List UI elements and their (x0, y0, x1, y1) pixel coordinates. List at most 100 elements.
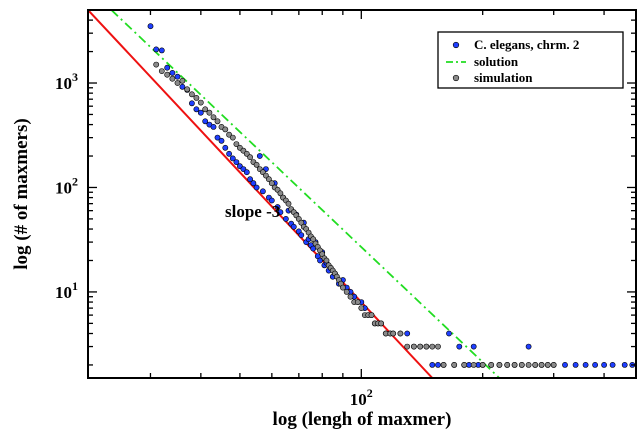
data-point (440, 361, 447, 368)
data-point (470, 343, 477, 350)
data-point (233, 141, 240, 147)
data-point (174, 73, 181, 80)
x-tick-labels: 102 (350, 386, 373, 409)
legend-marker-celegans (452, 41, 460, 49)
slope-annotation: slope -3 (225, 202, 280, 221)
data-point (218, 137, 225, 144)
data-point (582, 361, 589, 368)
data-point (197, 109, 204, 116)
data-point (226, 150, 232, 157)
data-point (253, 161, 260, 168)
data-point (174, 80, 181, 86)
series-2-points (153, 61, 557, 368)
solution-line (110, 10, 500, 378)
data-point (456, 343, 463, 350)
data-point (310, 236, 317, 243)
data-point (277, 209, 284, 216)
data-point (184, 86, 191, 93)
legend-label-celegans: C. elegans, chrm. 2 (474, 37, 579, 52)
data-point (164, 64, 171, 71)
data-point (298, 219, 305, 226)
data-point (179, 83, 186, 90)
data-point (197, 99, 204, 106)
data-point (601, 361, 607, 368)
slope-reference-line (88, 10, 434, 378)
data-point (193, 95, 200, 101)
data-point (621, 361, 628, 368)
data-point (518, 361, 525, 368)
data-point (544, 361, 551, 368)
data-point (210, 124, 217, 130)
data-point (525, 343, 532, 350)
data-point (274, 204, 281, 210)
data-point (259, 188, 266, 195)
data-point (592, 361, 598, 368)
data-point (404, 330, 411, 337)
data-point (532, 361, 539, 368)
legend-label-simulation: simulation (474, 70, 533, 85)
data-point (169, 70, 176, 76)
data-point (164, 71, 171, 78)
data-point (188, 91, 195, 98)
data-point (153, 46, 160, 53)
plot-frame (87, 9, 637, 379)
data-point (147, 23, 154, 30)
data-point (397, 330, 404, 337)
data-point (339, 284, 346, 291)
data-point (390, 330, 397, 337)
data-point (417, 343, 424, 350)
data-point (247, 176, 253, 183)
data-point (470, 361, 477, 368)
y-tick-label: 103 (55, 70, 78, 93)
data-point (222, 126, 229, 133)
data-point (461, 361, 468, 368)
data-point (202, 106, 209, 113)
data-point (247, 154, 253, 161)
data-point (609, 361, 616, 368)
data-point (550, 361, 557, 368)
data-point (158, 47, 165, 54)
axis-ticks (88, 9, 636, 378)
data-point (268, 180, 275, 187)
data-point (256, 153, 263, 159)
data-point (511, 361, 518, 368)
data-point (290, 223, 297, 230)
data-layer (88, 10, 636, 378)
data-point (525, 361, 532, 368)
data-point (378, 320, 384, 327)
data-point (158, 68, 165, 74)
y-tick-labels: 101 102 103 (55, 70, 78, 302)
data-point (229, 155, 236, 162)
data-point (435, 343, 441, 350)
data-point (243, 150, 250, 157)
data-point (354, 299, 361, 305)
y-tick-label: 102 (55, 174, 78, 197)
data-point (250, 180, 257, 187)
data-point (429, 361, 436, 368)
data-point (410, 343, 417, 350)
data-point (446, 330, 452, 337)
data-point (243, 169, 250, 176)
data-point (298, 232, 305, 238)
data-point (404, 343, 411, 350)
data-point (188, 100, 195, 107)
data-point (538, 361, 545, 368)
data-point (229, 134, 236, 141)
data-point (282, 215, 289, 222)
data-point (496, 361, 503, 368)
data-point (169, 75, 176, 82)
data-point (253, 184, 260, 191)
data-point (265, 176, 272, 183)
x-axis-label: log (lengh of maxmer) (273, 409, 452, 430)
data-point (214, 134, 221, 141)
y-axis-label: log (# of maxmers) (11, 118, 32, 269)
data-point (423, 343, 430, 350)
data-point (210, 114, 217, 121)
data-point (488, 361, 495, 368)
data-point (179, 77, 186, 84)
data-point (368, 312, 375, 318)
data-point (206, 109, 213, 116)
data-point (572, 361, 579, 368)
legend-box (437, 31, 624, 89)
